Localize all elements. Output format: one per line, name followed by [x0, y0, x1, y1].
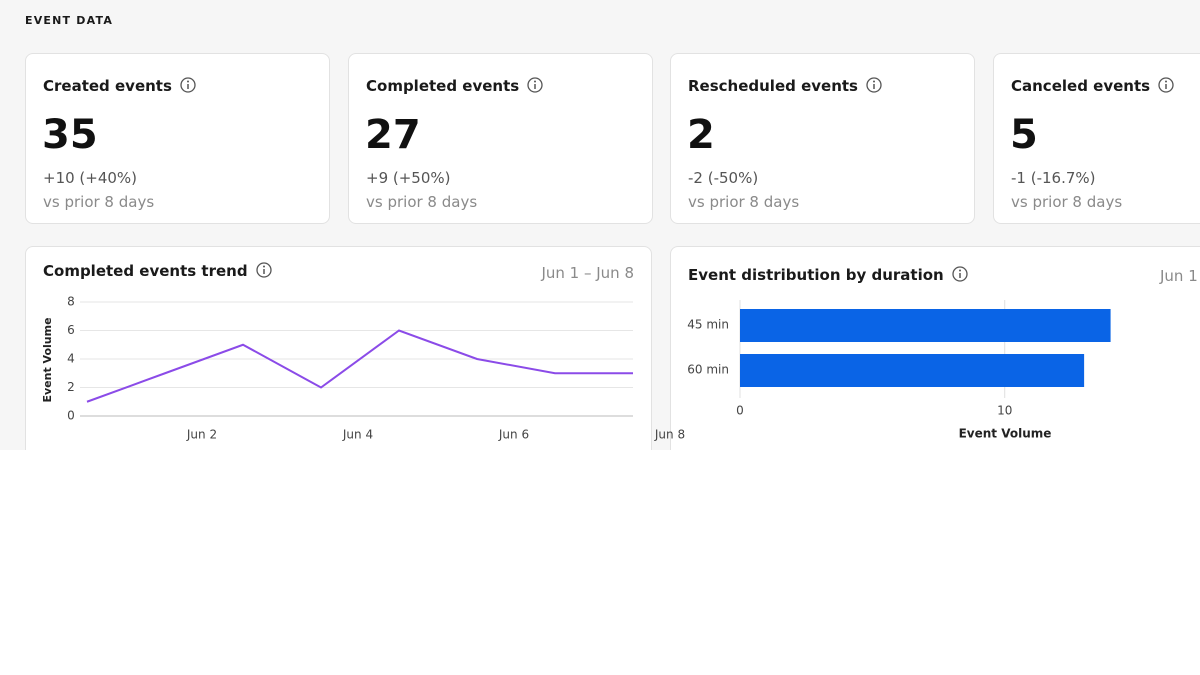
card-period: vs prior 8 days [1011, 193, 1123, 211]
line [86, 329, 633, 403]
info-icon[interactable] [180, 77, 196, 93]
card-period: vs prior 8 days [43, 193, 155, 211]
card-period: vs prior 8 days [366, 193, 478, 211]
y-tick-label: 0 [67, 409, 75, 423]
x-tick-label: 10 [997, 404, 1012, 418]
date-range: Jun 1 – Jun 8 [541, 264, 634, 282]
card-period: vs prior 8 days [688, 193, 800, 211]
chart-title: Event distribution by duration [688, 266, 968, 284]
info-icon[interactable] [1158, 77, 1174, 93]
card-title-text: Completed events [366, 77, 520, 95]
card-title-text: Created events [43, 77, 172, 95]
card-change: +10 (+40%) [43, 169, 138, 187]
card-value: 2 [687, 112, 715, 158]
card-title: Created events [43, 77, 196, 95]
y-tick-label: 60 min [687, 363, 729, 377]
y-tick-label: 4 [67, 352, 75, 366]
card-title: Completed events [366, 77, 543, 95]
card-title: Rescheduled events [688, 77, 882, 95]
stat-card: Canceled events 5 -1 (-16.7%) vs prior 8… [993, 53, 1200, 224]
section-title: EVENT DATA [25, 14, 114, 27]
stat-card: Completed events 27 +9 (+50%) vs prior 8… [348, 53, 653, 224]
stat-card: Created events 35 +10 (+40%) vs prior 8 … [25, 53, 330, 224]
info-icon[interactable] [527, 77, 543, 93]
x-tick-label: Jun 2 [186, 428, 217, 442]
info-icon[interactable] [866, 77, 882, 93]
chart-title-text: Completed events trend [43, 262, 248, 280]
chart-title-text: Event distribution by duration [688, 266, 944, 284]
bar [740, 309, 1111, 342]
card-value: 27 [365, 112, 421, 158]
stat-card: Rescheduled events 2 -2 (-50%) vs prior … [670, 53, 975, 224]
card-title: Canceled events [1011, 77, 1174, 95]
y-tick-label: 6 [67, 323, 75, 337]
line-card: Completed events trend Jun 1 – Jun 8 [25, 246, 652, 486]
bar [740, 354, 1085, 387]
info-icon[interactable] [952, 266, 968, 282]
x-tick-label: Jun 6 [498, 428, 529, 442]
card-title-text: Rescheduled events [688, 77, 858, 95]
chart-title: Completed events trend [43, 262, 272, 280]
y-tick-label: 2 [67, 380, 75, 394]
card-value: 5 [1010, 112, 1038, 158]
info-icon[interactable] [255, 262, 272, 278]
x-tick-label: Jun 4 [342, 428, 373, 442]
card-title-text: Canceled events [1011, 77, 1151, 95]
date-range: Jun 1 [1160, 267, 1198, 285]
y-axis-label: Event Volume [41, 317, 54, 402]
card-change: +9 (+50%) [366, 169, 451, 187]
charts: 0 2 4 6 8 Event Volume Jun 2 Jun 4 Jun 6 Jun 8 0 10… [41, 295, 1111, 442]
card-value: 35 [42, 112, 98, 158]
x-axis-label: Event Volume [959, 427, 1052, 441]
x-tick-label: 0 [736, 404, 744, 418]
card-change: -2 (-50%) [688, 169, 759, 187]
x-tick-label: Jun 8 [654, 428, 685, 442]
card-change: -1 (-16.7%) [1011, 169, 1096, 187]
y-tick-label: 45 min [687, 318, 729, 332]
blank-area [0, 450, 1200, 675]
y-tick-label: 8 [67, 295, 75, 309]
